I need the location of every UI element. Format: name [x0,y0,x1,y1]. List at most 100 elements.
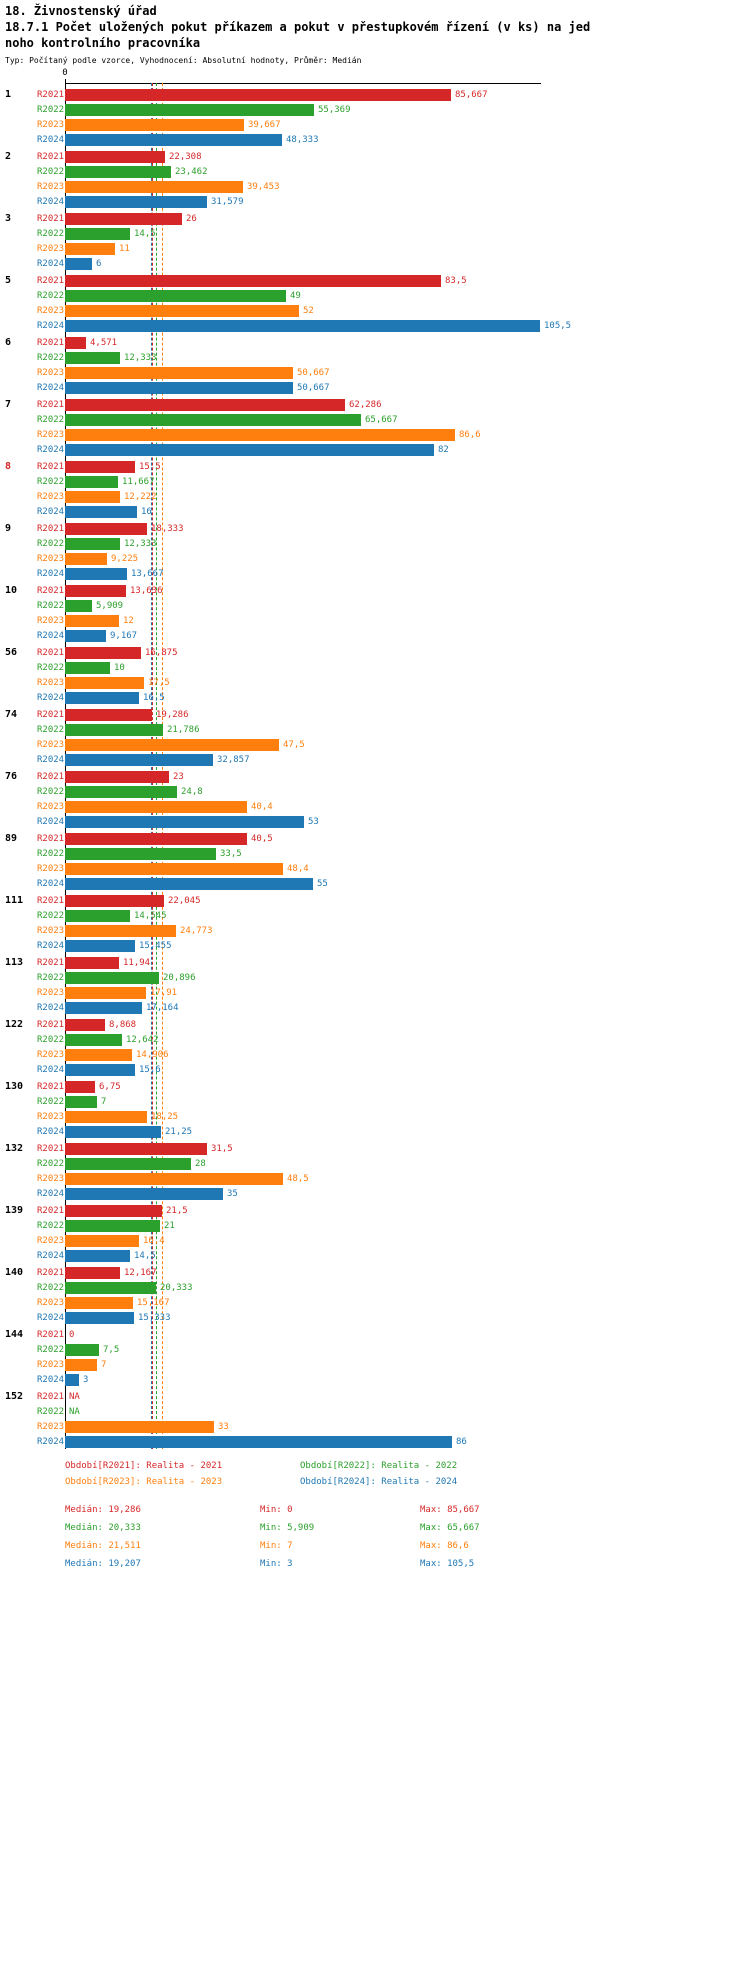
bar-cell: 50,667 [65,380,330,395]
value-label: 12,333 [124,538,157,549]
bar-cell: 15,333 [65,1310,171,1325]
series-label: R2023 [37,987,65,998]
median-line-R2022 [156,83,157,1449]
bar-row-122-R2023: R2023 14,906 [0,1047,750,1062]
bar-144-R2023 [65,1358,97,1371]
series-label: R2023 [37,1421,65,1432]
group-label-132: 132 [5,1143,24,1154]
bar-cell: 4,571 [65,335,117,350]
value-label: 17,164 [146,1002,179,1013]
series-label: R2023 [37,863,65,874]
legend-item-r2021: Období[R2021]: Realita - 2021 [65,1461,223,1471]
value-label: 20,333 [160,1282,193,1293]
bar-6-R2023 [65,366,293,379]
bar-row-2-R2024: R2024 31,579 [0,194,750,209]
series-label: R2024 [37,1312,65,1323]
stat-max-r2021: Max: 85,667 [420,1505,480,1515]
bar-row-152-R2024: R2024 86 [0,1434,750,1449]
bar-cell: 12,333 [65,536,157,551]
bar-row-5-R2023: R2023 52 [0,303,750,318]
series-label: R2024 [37,320,65,331]
series-label: R2023 [37,429,65,440]
value-label: 21,786 [167,724,200,735]
bar-cell: 50,667 [65,365,330,380]
bar-row-6-R2024: R2024 50,667 [0,380,750,395]
value-label: 62,286 [349,399,382,410]
bar-row-10-R2023: R2023 12 [0,613,750,628]
value-label: 14,545 [134,910,167,921]
value-label: 65,667 [365,414,398,425]
bar-cell: NA [65,1404,80,1419]
group-label-113: 113 [5,957,24,968]
bar-cell: 40,4 [65,799,273,814]
bar-cell: NA [65,1389,80,1404]
value-label: 7 [101,1096,107,1107]
bar-row-1-R2023: R2023 39,667 [0,117,750,132]
bar-cell: 12,167 [65,1265,157,1280]
bar-row-56-R2023: R2023 17,5 [0,675,750,690]
value-label: NA [69,1406,80,1417]
value-label: 39,667 [248,119,281,130]
bar-3-R2024 [65,257,92,270]
bar-row-89-R2021: 89 R2021 40,5 [0,831,750,846]
legend-item-r2024: Období[R2024]: Realita - 2024 [300,1477,458,1487]
bar-row-132-R2021: 132 R2021 31,5 [0,1141,750,1156]
bar-cell: 47,5 [65,737,305,752]
bar-cell: 31,5 [65,1141,233,1156]
bar-122-R2024 [65,1063,135,1076]
series-label: R2024 [37,1126,65,1137]
bar-cell: 13,667 [65,566,164,581]
bar-row-140-R2023: R2023 15,167 [0,1295,750,1310]
bar-140-R2021 [65,1266,120,1279]
bar-row-140-R2024: R2024 15,333 [0,1310,750,1325]
bar-cell: 15,167 [65,1295,170,1310]
bar-cell: 39,667 [65,117,281,132]
bar-cell: 12,642 [65,1032,159,1047]
value-label: 14,5 [134,228,156,239]
value-label: 13,667 [131,568,164,579]
bar-cell: 21 [65,1218,175,1233]
bar-2-R2024 [65,195,207,208]
series-label: R2021 [37,523,65,534]
value-label: 14,5 [134,1250,156,1261]
series-label: R2023 [37,1173,65,1184]
bar-row-76-R2021: 76 R2021 23 [0,769,750,784]
value-label: 16,4 [143,1235,165,1246]
bar-9-R2021 [65,522,147,535]
series-label: R2021 [37,647,65,658]
series-label: R2023 [37,305,65,316]
bar-113-R2021 [65,956,119,969]
series-label: R2023 [37,801,65,812]
bar-row-8-R2023: R2023 12,222 [0,489,750,504]
bar-76-R2023 [65,800,247,813]
bar-cell: 55,369 [65,102,351,117]
bar-2-R2022 [65,165,171,178]
series-label: R2022 [37,600,65,611]
bar-130-R2023 [65,1110,147,1123]
value-label: 10 [114,662,125,673]
value-label: 14,906 [136,1049,169,1060]
value-label: 55 [317,878,328,889]
value-label: 6,75 [99,1081,121,1092]
bar-140-R2024 [65,1311,134,1324]
bar-row-89-R2022: R2022 33,5 [0,846,750,861]
bar-cell: 11,667 [65,474,155,489]
value-label: 15,5 [139,461,161,472]
group-label-9: 9 [5,523,12,534]
group-label-1: 1 [5,89,12,100]
stat-median-r2023: Medián: 21,511 [65,1541,141,1551]
stat-max-r2022: Max: 65,667 [420,1523,480,1533]
bar-cell: 48,5 [65,1171,309,1186]
value-label: 28 [195,1158,206,1169]
series-label: R2024 [37,1374,65,1385]
bar-cell: 12,333 [65,350,157,365]
bar-cell: 24,773 [65,923,213,938]
bar-56-R2021 [65,646,141,659]
bar-cell: 14,545 [65,908,167,923]
bar-2-R2021 [65,150,165,163]
bar-row-3-R2023: R2023 11 [0,241,750,256]
series-label: R2024 [37,382,65,393]
bar-group-76: 76 R2021 23 R2022 24,8 R2023 40,4 R2024 53 [0,769,750,829]
bar-row-7-R2024: R2024 82 [0,442,750,457]
